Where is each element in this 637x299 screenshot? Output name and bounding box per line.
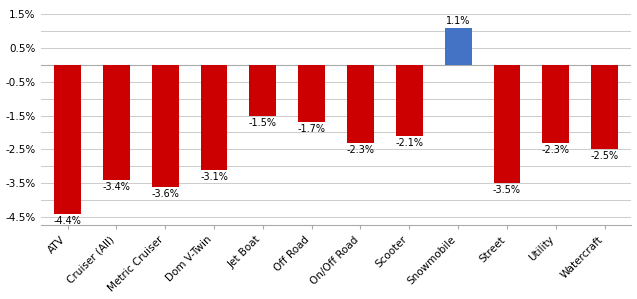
Text: -2.5%: -2.5% — [590, 151, 619, 161]
Text: -1.5%: -1.5% — [249, 118, 277, 128]
Bar — [591, 65, 618, 149]
Bar — [152, 65, 178, 187]
Bar — [347, 65, 374, 143]
Text: -3.1%: -3.1% — [200, 172, 228, 182]
Bar — [250, 65, 276, 115]
Text: -4.4%: -4.4% — [54, 216, 82, 226]
Text: -3.6%: -3.6% — [151, 189, 179, 199]
Text: -3.5%: -3.5% — [493, 185, 521, 195]
Bar — [298, 65, 325, 122]
Text: -3.4%: -3.4% — [103, 182, 131, 192]
Bar — [542, 65, 569, 143]
Text: 1.1%: 1.1% — [446, 16, 470, 25]
Bar — [396, 65, 423, 136]
Bar — [201, 65, 227, 170]
Text: -2.3%: -2.3% — [347, 145, 375, 155]
Bar — [494, 65, 520, 183]
Text: -2.3%: -2.3% — [541, 145, 569, 155]
Bar — [445, 28, 471, 65]
Text: -1.7%: -1.7% — [297, 124, 326, 134]
Bar — [103, 65, 130, 180]
Bar — [54, 65, 81, 213]
Text: -2.1%: -2.1% — [396, 138, 424, 148]
